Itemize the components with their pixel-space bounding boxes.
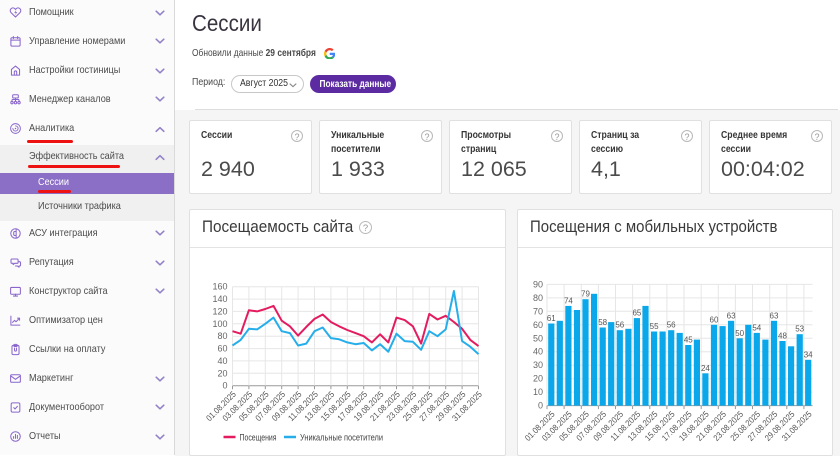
svg-text:160: 160 [212,282,227,292]
svg-text:45: 45 [684,336,693,345]
svg-text:65: 65 [632,309,641,318]
svg-text:63: 63 [727,311,736,320]
svg-text:30: 30 [533,360,543,370]
svg-text:56: 56 [615,321,624,330]
svg-text:79: 79 [581,290,590,299]
svg-text:80: 80 [217,331,227,341]
svg-text:Уникальные посетители: Уникальные посетители [300,433,383,443]
svg-text:20: 20 [217,368,227,378]
svg-text:60: 60 [533,320,543,330]
svg-text:140: 140 [212,294,227,304]
svg-text:24: 24 [701,364,710,373]
svg-text:54: 54 [752,323,761,332]
svg-text:48: 48 [778,332,787,341]
svg-text:74: 74 [564,296,573,305]
svg-text:53: 53 [795,325,804,334]
svg-text:61: 61 [547,314,556,323]
svg-text:90: 90 [533,279,543,289]
svg-text:56: 56 [667,321,676,330]
svg-text:50: 50 [533,333,543,343]
svg-text:0: 0 [222,381,227,391]
svg-text:40: 40 [533,347,543,357]
svg-text:60: 60 [217,344,227,354]
svg-text:40: 40 [217,356,227,366]
svg-text:63: 63 [770,311,779,320]
svg-text:Посещения: Посещения [240,433,277,443]
svg-text:120: 120 [212,306,227,316]
svg-text:0: 0 [538,401,543,411]
svg-text:55: 55 [650,322,659,331]
svg-text:34: 34 [804,350,813,359]
svg-text:60: 60 [710,315,719,324]
svg-text:80: 80 [533,293,543,303]
svg-text:50: 50 [735,329,744,338]
svg-text:58: 58 [598,318,607,327]
svg-text:10: 10 [533,387,543,397]
svg-text:20: 20 [533,374,543,384]
svg-text:70: 70 [533,306,543,316]
svg-text:100: 100 [212,319,227,329]
